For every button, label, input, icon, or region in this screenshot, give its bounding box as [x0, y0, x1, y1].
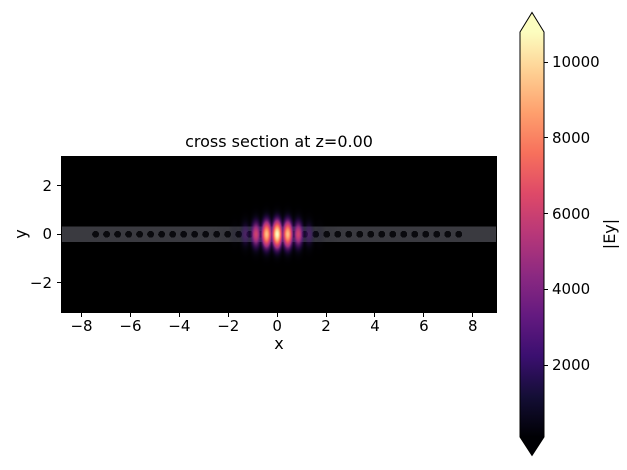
colorbar-canvas — [519, 11, 545, 457]
colorbar-tick-label: 6000 — [552, 204, 591, 223]
y-tick-label: −2 — [29, 273, 52, 292]
x-tick-label: 0 — [272, 317, 282, 335]
field-heatmap-canvas — [62, 157, 496, 312]
x-tick-label: −6 — [119, 317, 142, 335]
colorbar-tick-label: 10000 — [552, 53, 600, 72]
x-tick — [472, 313, 474, 317]
x-tick — [374, 313, 376, 317]
axes-area — [61, 156, 497, 313]
x-tick — [227, 313, 229, 317]
x-tick — [276, 313, 278, 317]
colorbar-tick — [544, 288, 548, 290]
x-tick-label: 2 — [321, 317, 331, 335]
x-tick-label: 8 — [467, 317, 478, 335]
colorbar-tick-label: 8000 — [552, 128, 591, 147]
y-tick-label: 0 — [42, 225, 52, 244]
x-tick-label: 6 — [419, 317, 429, 335]
x-tick — [423, 313, 425, 317]
colorbar-label: |Ey| — [600, 218, 619, 250]
plot-title: cross section at z=0.00 — [185, 132, 373, 151]
colorbar-tick — [544, 364, 548, 366]
x-tick — [129, 313, 131, 317]
x-tick — [178, 313, 180, 317]
x-axis-label: x — [274, 334, 284, 353]
x-tick-label: −8 — [70, 317, 93, 335]
y-tick — [57, 282, 61, 284]
x-tick-label: 4 — [370, 317, 380, 335]
y-tick — [57, 185, 61, 187]
x-tick — [325, 313, 327, 317]
x-tick — [81, 313, 83, 317]
y-tick — [57, 233, 61, 235]
colorbar-tick-label: 4000 — [552, 280, 591, 299]
colorbar-tick — [544, 137, 548, 139]
y-tick-label: 2 — [42, 176, 52, 195]
colorbar-tick-label: 2000 — [552, 356, 591, 375]
x-tick-label: −2 — [217, 317, 240, 335]
colorbar-tick — [544, 61, 548, 63]
colorbar-tick — [544, 213, 548, 215]
x-tick-label: −4 — [168, 317, 191, 335]
